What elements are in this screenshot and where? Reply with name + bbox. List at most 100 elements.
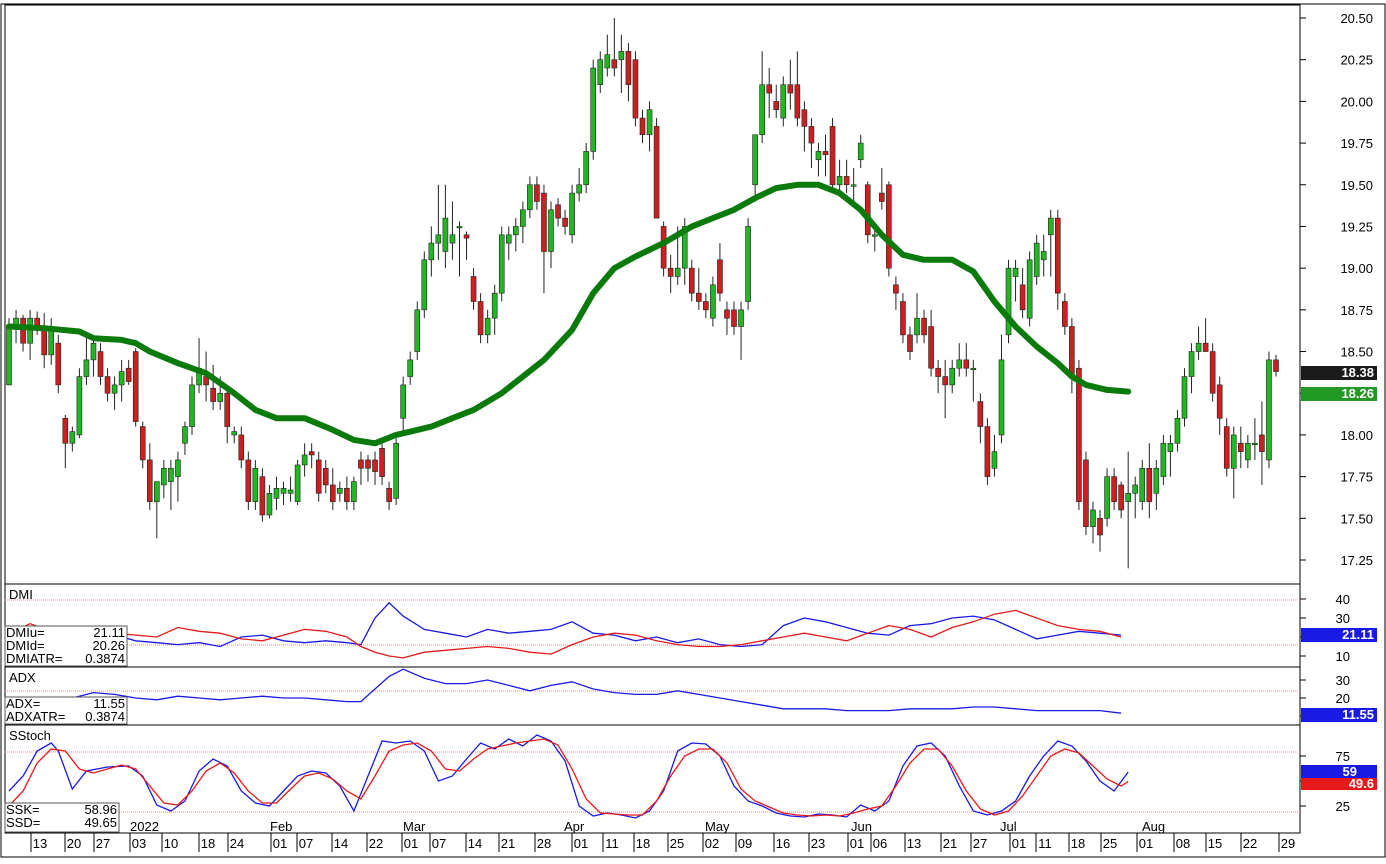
candle-body: [245, 459, 252, 502]
adx-readout-box: [4, 696, 128, 725]
date-tick-label: 08: [1176, 836, 1190, 851]
date-tick-label: 01: [574, 836, 588, 851]
panel-tick-label: 75: [1336, 749, 1350, 764]
candle-body: [308, 451, 315, 456]
candle-body: [625, 51, 632, 86]
candle-body: [386, 487, 392, 502]
date-tick-label: 18: [1071, 836, 1085, 851]
candle-body: [372, 459, 378, 472]
dmi-readout: DMIu= 21.11 DMId= 20.26 DMIATR= 0.3874: [6, 625, 125, 666]
candle-body: [527, 184, 533, 211]
candle-body: [900, 301, 906, 336]
candle-body: [55, 342, 62, 386]
candle-body: [125, 367, 132, 382]
candle-body: [653, 126, 660, 219]
candle-body: [780, 84, 787, 119]
price-tick-label: 19.50: [1340, 178, 1373, 193]
candle-body: [393, 442, 399, 499]
sstoch-panel: [4, 724, 1301, 834]
price-tick-label: 20.50: [1340, 11, 1373, 26]
candle-body: [696, 292, 702, 302]
candle-body: [1069, 326, 1075, 377]
candle-body: [998, 359, 1005, 436]
ssd-tag-label: 49.6: [1349, 776, 1374, 791]
candle-body: [534, 184, 540, 202]
candle-body: [963, 359, 970, 369]
candle-body: [590, 67, 597, 152]
candle-body: [301, 454, 308, 466]
candle-body: [344, 487, 350, 502]
candle-body: [787, 84, 794, 94]
sstoch-readout: SSK= 58.96 SSD= 49.65: [6, 802, 117, 830]
candle-body: [252, 467, 259, 502]
date-tick-label: 01: [1139, 836, 1153, 851]
candle-body: [886, 184, 892, 269]
readout-label: SSK=: [6, 802, 40, 817]
candle-body: [921, 317, 927, 336]
price-tick-label: 18.00: [1340, 428, 1373, 443]
date-tick-label: 22: [1243, 836, 1257, 851]
price-tick-label: 19.00: [1340, 261, 1373, 276]
candle-body: [175, 459, 181, 477]
candle-body: [1216, 384, 1223, 419]
candle-body: [154, 481, 160, 502]
dmi-tag-label: 21.11: [1342, 627, 1374, 642]
candle-body: [505, 234, 512, 244]
readout-value: 21.11: [93, 625, 125, 640]
candle-body: [1181, 376, 1188, 419]
candle-body: [893, 284, 899, 294]
date-tick-label: 25: [1103, 836, 1117, 851]
candle-body: [562, 217, 568, 227]
candle-body: [1090, 509, 1096, 527]
readout-value: 58.96: [84, 802, 117, 817]
month-label: 2022: [130, 819, 159, 834]
candle-body: [928, 326, 934, 369]
candle-body: [1146, 467, 1153, 502]
candle-body: [583, 151, 589, 186]
candle-body: [273, 487, 280, 499]
candle-body: [766, 84, 773, 94]
candle-body: [329, 484, 336, 502]
price-axis: 20.50 20.25 20.00 19.75 19.50 19.25 19.00 18.75…: [1300, 11, 1373, 568]
dmi-title: DMI: [9, 587, 33, 602]
candle-body: [161, 467, 167, 486]
panel-tick-label: 20: [1336, 691, 1350, 706]
candle-body: [688, 267, 695, 294]
date-tick-label: 06: [873, 836, 887, 851]
date-tick-label: 01: [1012, 836, 1026, 851]
readout-label: SSD=: [6, 815, 40, 830]
panel-tick-label: 25: [1336, 799, 1350, 814]
candle-body: [752, 134, 758, 186]
candle-body: [449, 234, 456, 244]
date-tick-label: 01: [850, 836, 864, 851]
date-tick-label: 28: [537, 836, 551, 851]
date-tick-label: 13: [907, 836, 921, 851]
candle-body: [548, 209, 554, 252]
date-tick-label: 14: [334, 836, 348, 851]
date-tick-label: 22: [369, 836, 383, 851]
ssd-tag: [1301, 778, 1377, 790]
candle-body: [407, 359, 414, 377]
candle-body: [97, 351, 104, 377]
candle-body: [315, 459, 322, 494]
ssk-tag-label: 59: [1343, 764, 1357, 779]
candle-body: [224, 392, 231, 427]
dmi-readout-box: [4, 625, 128, 667]
date-tick-label: 13: [33, 836, 47, 851]
candle-body: [1188, 351, 1195, 377]
candle-body: [238, 434, 245, 461]
candle-body: [674, 267, 681, 277]
candle-body: [294, 464, 301, 502]
candle-body: [477, 301, 484, 336]
candle-body: [1005, 267, 1012, 336]
readout-label: ADXATR=: [6, 709, 65, 724]
candle-body: [217, 392, 223, 402]
candle-body: [541, 192, 547, 252]
candle-body: [667, 267, 674, 277]
date-tick-label: 15: [1208, 836, 1222, 851]
candle-body: [773, 101, 780, 111]
candle-body: [146, 459, 153, 502]
adx-line: [8, 668, 1122, 714]
candle-body: [6, 326, 12, 386]
